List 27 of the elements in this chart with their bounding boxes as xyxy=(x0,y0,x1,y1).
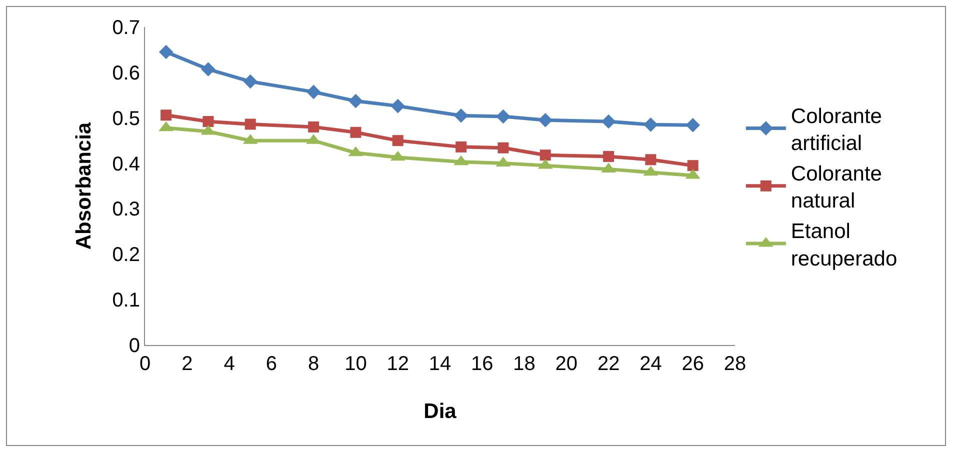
x-axis-title: Dia xyxy=(424,400,457,423)
x-tick-label: 6 xyxy=(266,353,277,375)
x-tick-label: 8 xyxy=(308,353,320,375)
x-tick-label: 24 xyxy=(640,353,662,375)
x-tick-label: 28 xyxy=(724,353,746,375)
legend-label: Colorante natural xyxy=(790,162,882,213)
y-tick-label: 0.1 xyxy=(112,290,140,312)
x-tick-label: 14 xyxy=(428,353,452,375)
x-tick-label: 18 xyxy=(513,353,536,375)
x-tick-label: 20 xyxy=(555,353,578,375)
x-tick-label: 10 xyxy=(344,353,367,375)
y-tick-label: 0.3 xyxy=(112,198,140,221)
legend-label: Colorante artificial xyxy=(790,104,882,156)
y-tick-label: 0.2 xyxy=(112,244,140,266)
y-tick-label: 0 xyxy=(128,335,140,357)
x-tick-label: 4 xyxy=(224,353,235,375)
x-tick-label: 22 xyxy=(597,353,620,375)
y-axis-title: Absorbancia xyxy=(72,122,96,250)
x-tick-label: 16 xyxy=(471,353,494,375)
y-tick-label: 0.7 xyxy=(112,17,140,39)
x-tick-label: 2 xyxy=(182,353,193,375)
y-tick-label: 0.5 xyxy=(112,108,140,130)
legend-label: Etanol recuperado xyxy=(790,220,898,270)
y-tick-label: 0.4 xyxy=(112,153,140,176)
x-tick-label: 12 xyxy=(386,353,409,375)
y-tick-label: 0.6 xyxy=(112,62,140,84)
x-tick-label: 26 xyxy=(682,353,704,375)
